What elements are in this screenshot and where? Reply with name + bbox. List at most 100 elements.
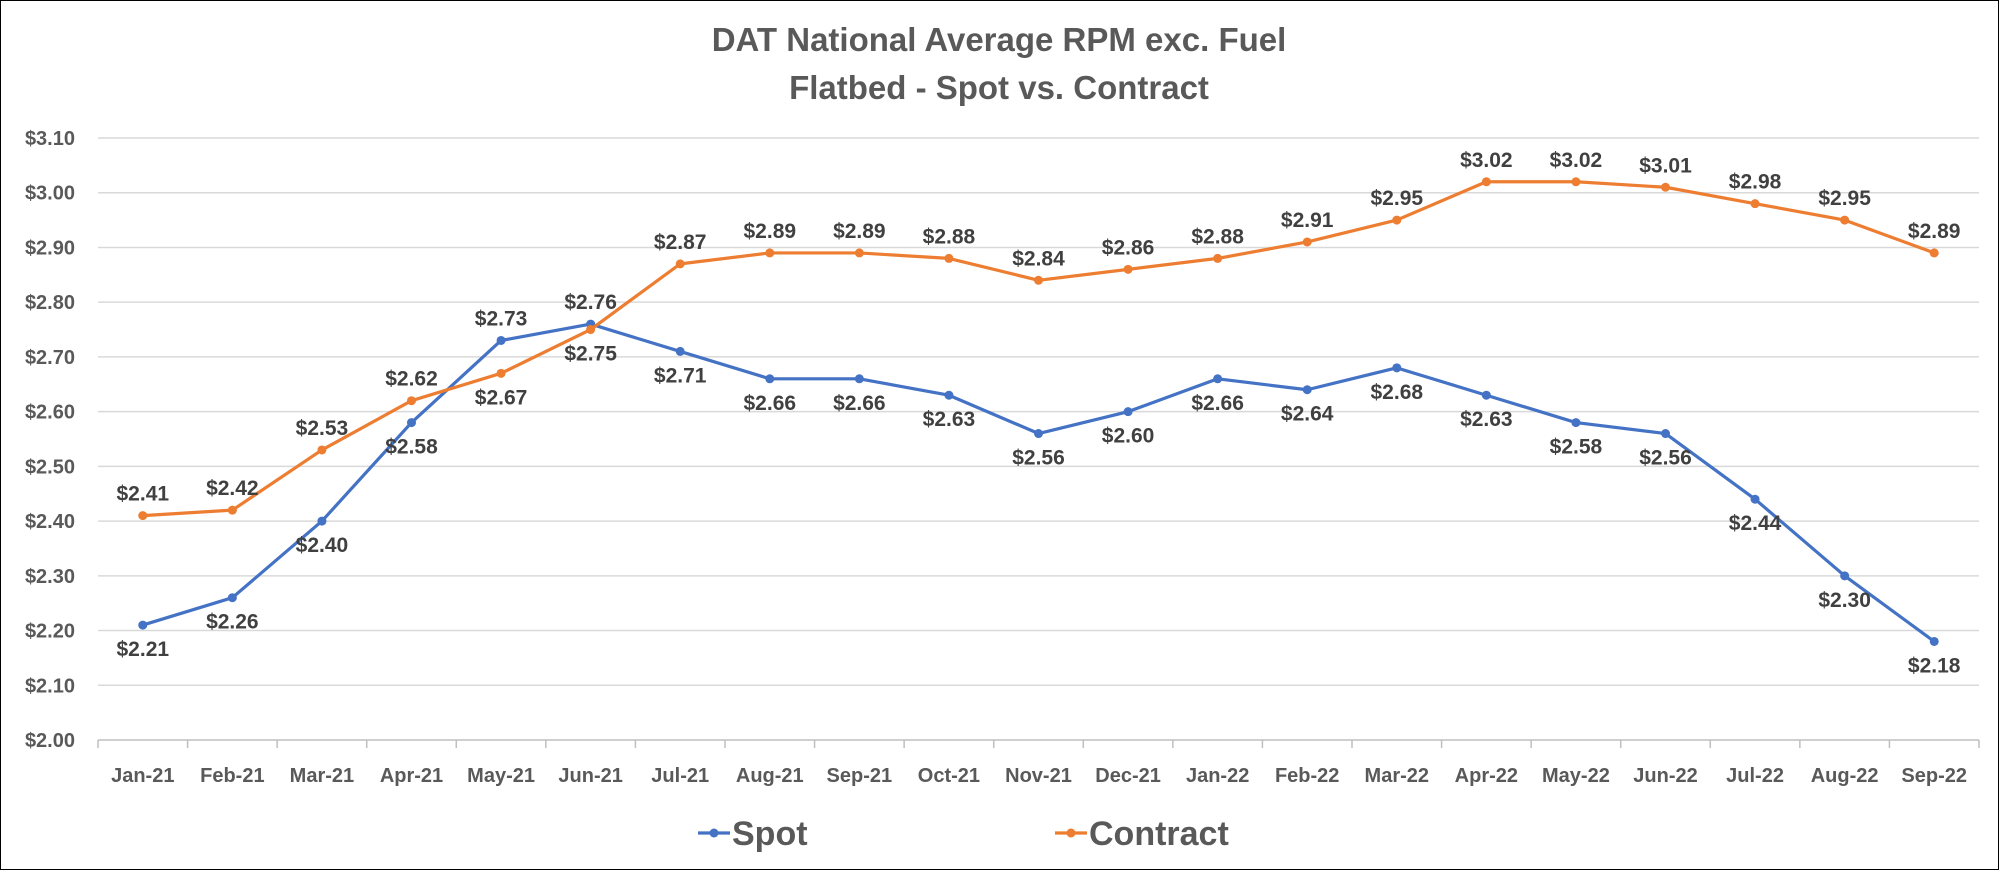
point-contract (765, 248, 775, 258)
point-contract (1213, 253, 1223, 263)
x-tick-label: Feb-22 (1275, 765, 1339, 787)
data-label-spot: $2.66 (833, 392, 886, 415)
data-label-spot: $2.58 (1550, 436, 1603, 459)
data-label-contract: $3.02 (1460, 149, 1513, 172)
data-label-contract: $2.88 (1191, 225, 1244, 248)
data-label-spot: $2.71 (654, 364, 707, 387)
point-contract (1571, 177, 1581, 187)
chart-subtitle: Flatbed - Spot vs. Contract (789, 69, 1209, 106)
point-contract (1750, 199, 1760, 209)
point-spot (138, 620, 148, 630)
data-label-contract: $3.01 (1639, 154, 1692, 177)
point-contract (854, 248, 864, 258)
chart-title: DAT National Average RPM exc. Fuel (712, 21, 1287, 58)
data-label-contract: $2.62 (385, 368, 438, 391)
data-label-spot: $2.21 (117, 638, 170, 661)
data-label-contract: $2.86 (1102, 236, 1155, 259)
x-tick-label: Apr-22 (1455, 765, 1518, 787)
point-spot (1661, 429, 1670, 439)
data-label-contract: $2.89 (833, 220, 886, 243)
y-tick-label: $3.10 (25, 128, 75, 150)
legend: Spot Contract (698, 815, 1229, 853)
data-label-spot: $2.30 (1818, 589, 1871, 612)
y-axis-tick-labels: $2.00 $2.10 $2.20 $2.30 $2.40 $2.50 $2.60 $2.70… (25, 128, 75, 752)
data-label-contract: $2.87 (654, 231, 707, 254)
point-spot (1840, 571, 1850, 581)
x-tick-label: Apr-21 (380, 765, 443, 787)
point-spot (1034, 429, 1043, 439)
y-tick-label: $2.10 (25, 675, 75, 697)
data-label-spot: $2.66 (1191, 392, 1244, 415)
x-tick-label: Jul-21 (651, 765, 709, 787)
data-label-contract: $2.89 (1908, 220, 1961, 243)
data-label-spot: $2.76 (564, 291, 617, 314)
data-label-contract: $2.75 (564, 343, 617, 366)
data-label-spot: $2.63 (923, 408, 976, 431)
data-label-contract: $2.91 (1281, 209, 1334, 232)
gridlines (98, 137, 1979, 687)
point-contract (1661, 182, 1670, 192)
x-tick-label: Jan-22 (1186, 765, 1249, 787)
point-spot (227, 593, 237, 603)
data-label-spot: $2.60 (1102, 425, 1155, 448)
point-contract (496, 368, 506, 378)
y-tick-label: $2.70 (25, 347, 75, 369)
data-label-spot: $2.18 (1908, 654, 1961, 677)
x-tick-label: Mar-22 (1365, 765, 1429, 787)
data-label-contract: $2.95 (1371, 187, 1424, 210)
data-label-contract: $2.84 (1012, 247, 1065, 270)
x-tick-label: Jul-22 (1726, 765, 1784, 787)
data-label-spot: $2.73 (475, 307, 528, 330)
point-contract (1929, 248, 1939, 258)
point-spot (854, 374, 864, 384)
x-tick-label: Feb-21 (200, 765, 264, 787)
point-contract (944, 253, 954, 263)
axes (97, 739, 1980, 748)
data-label-contract: $2.53 (296, 417, 349, 440)
y-tick-label: $3.00 (25, 183, 75, 205)
point-spot (1302, 385, 1312, 395)
x-tick-label: Jun-21 (558, 765, 622, 787)
point-contract (586, 325, 596, 335)
point-spot (1392, 363, 1402, 373)
x-tick-label: Sep-21 (827, 765, 893, 787)
point-spot (944, 390, 954, 400)
x-tick-label: Dec-21 (1095, 765, 1161, 787)
y-tick-label: $2.90 (25, 237, 75, 259)
x-axis-tick-labels: Jan-21 Feb-21 Mar-21 Apr-21 May-21 Jun-21 Jul-… (111, 765, 1967, 787)
x-tick-label: May-21 (467, 765, 535, 787)
data-label-spot: $2.64 (1281, 403, 1334, 426)
point-spot (407, 418, 416, 428)
point-contract (317, 445, 327, 455)
point-contract (138, 511, 148, 521)
point-spot (675, 346, 685, 356)
y-tick-label: $2.00 (25, 730, 75, 752)
x-tick-label: Sep-22 (1901, 765, 1967, 787)
data-label-spot: $2.56 (1012, 447, 1065, 470)
data-label-contract: $3.02 (1550, 149, 1603, 172)
data-label-spot: $2.44 (1729, 512, 1782, 535)
x-tick-label: May-22 (1542, 765, 1610, 787)
data-label-contract: $2.41 (117, 483, 170, 506)
point-spot (1213, 374, 1223, 384)
point-spot (496, 335, 506, 345)
point-spot (1481, 390, 1491, 400)
legend-label-spot: Spot (732, 815, 808, 853)
legend-marker-spot (709, 828, 719, 838)
data-label-contract: $2.95 (1818, 187, 1871, 210)
y-tick-label: $2.80 (25, 292, 75, 314)
point-contract (675, 259, 685, 269)
data-label-spot: $2.66 (744, 392, 797, 415)
x-tick-label: Oct-21 (918, 765, 980, 787)
point-contract (1034, 275, 1043, 285)
data-label-spot: $2.68 (1371, 381, 1424, 404)
point-spot (317, 516, 327, 526)
x-tick-label: Aug-22 (1811, 765, 1879, 787)
y-tick-label: $2.50 (25, 456, 75, 478)
point-contract (1302, 237, 1312, 247)
data-label-spot: $2.56 (1639, 447, 1692, 470)
x-tick-label: Mar-21 (290, 765, 354, 787)
x-tick-label: Jan-21 (111, 765, 174, 787)
data-label-contract: $2.98 (1729, 171, 1782, 194)
